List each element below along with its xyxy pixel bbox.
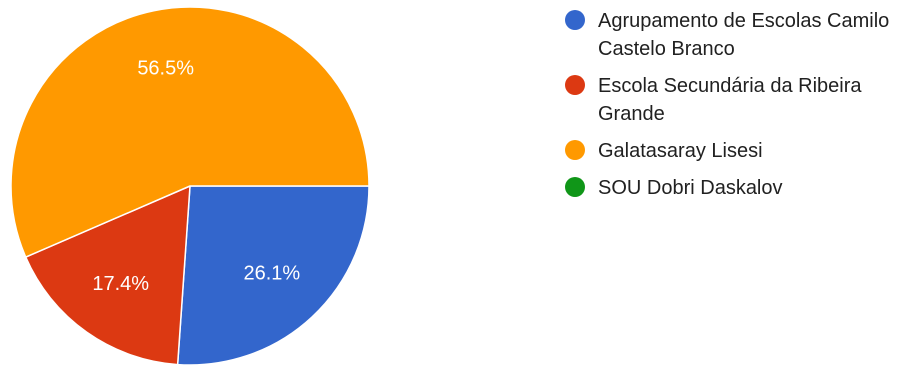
- slice-percent-label: 56.5%: [137, 58, 194, 80]
- legend-label: Escola Secundária da Ribeira Grande: [598, 75, 862, 125]
- legend-swatch-icon: [565, 140, 585, 160]
- legend-label: SOU Dobri Daskalov: [598, 177, 783, 199]
- pie-slice[interactable]: [176, 185, 370, 366]
- legend: Agrupamento de Escolas Camilo Castelo Br…: [565, 7, 922, 211]
- legend-item[interactable]: Agrupamento de Escolas Camilo Castelo Br…: [565, 7, 922, 63]
- slice-percent-label: 26.1%: [243, 263, 300, 285]
- legend-label: Agrupamento de Escolas Camilo Castelo Br…: [598, 10, 890, 60]
- legend-item[interactable]: Escola Secundária da Ribeira Grande: [565, 72, 922, 128]
- slice-percent-label: 17.4%: [92, 273, 149, 295]
- legend-swatch-icon: [565, 75, 585, 95]
- legend-swatch-icon: [565, 10, 585, 30]
- legend-item[interactable]: Galatasaray Lisesi: [565, 137, 922, 165]
- legend-label: Galatasaray Lisesi: [598, 140, 763, 162]
- pie-slice[interactable]: [24, 184, 191, 366]
- pie-chart: 26.1% 17.4% 56.5%: [10, 6, 370, 366]
- pie-slice[interactable]: [10, 6, 370, 259]
- legend-item[interactable]: SOU Dobri Daskalov: [565, 174, 922, 202]
- legend-swatch-icon: [565, 177, 585, 197]
